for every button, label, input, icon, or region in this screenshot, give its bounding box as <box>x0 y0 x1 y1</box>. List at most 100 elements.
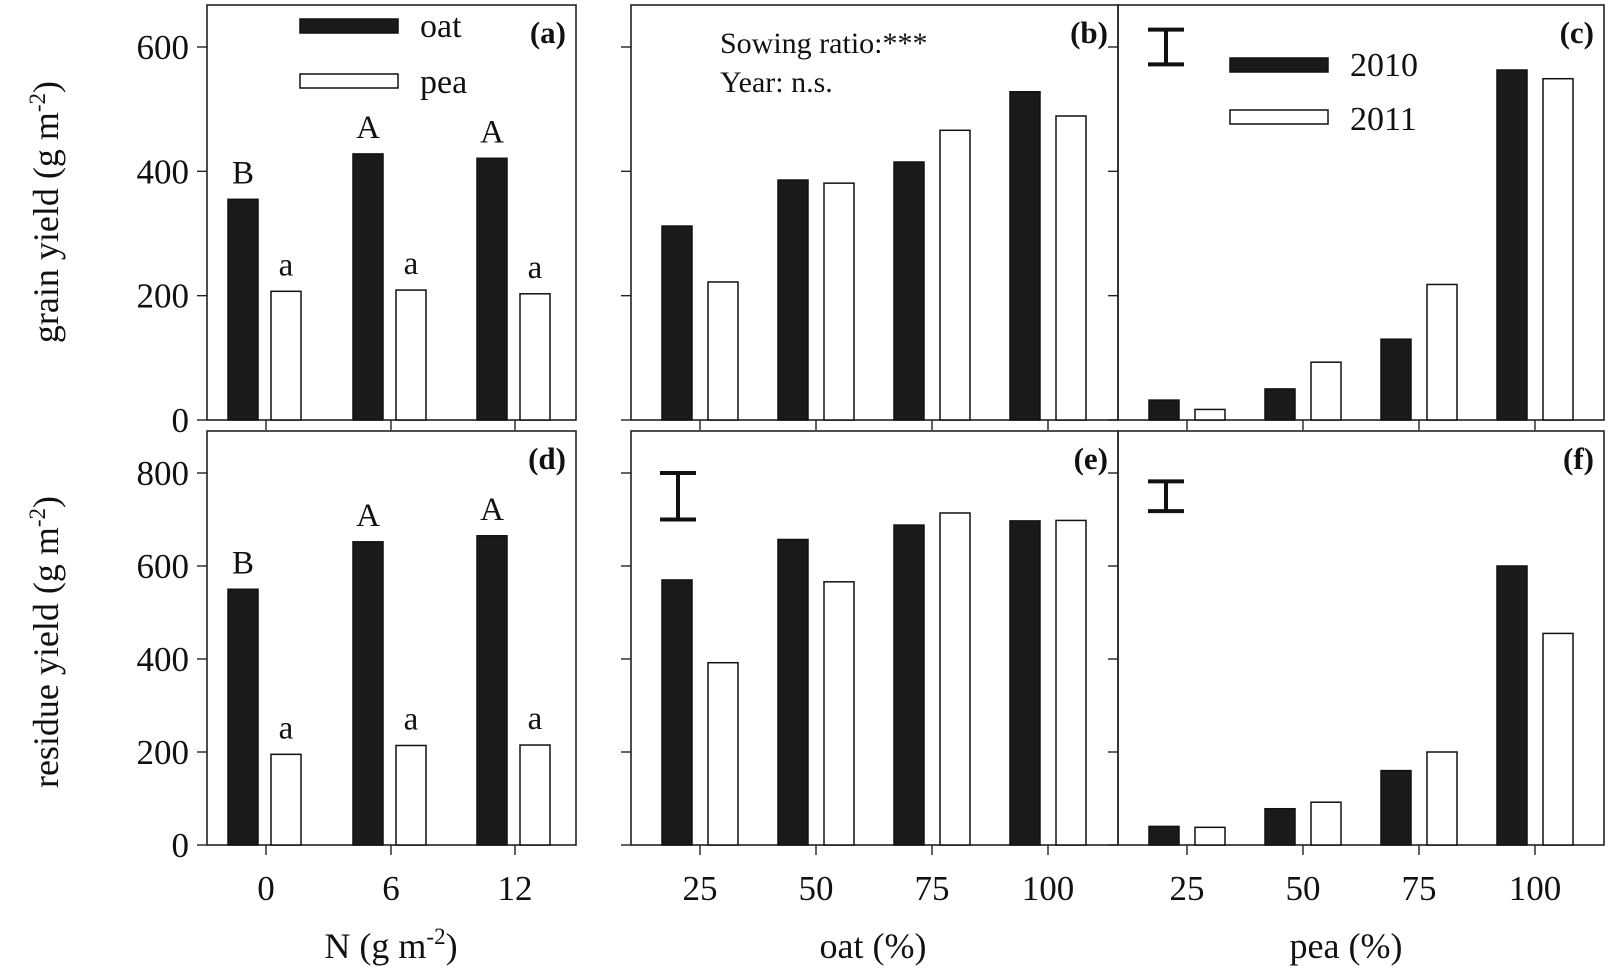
y-tick-label-a-1: 200 <box>137 277 190 316</box>
x-tick-label-f-0: 25 <box>1170 869 1205 908</box>
y-tick-label-d-4: 800 <box>137 454 190 493</box>
bar-f-2010-25 <box>1148 825 1180 846</box>
x-tick-label-e-1: 50 <box>799 869 834 908</box>
y-axis-label-grain-text: grain yield (g m <box>26 112 66 343</box>
bar-b-2011-50 <box>823 182 855 421</box>
bar-e-2010-100 <box>1009 520 1041 846</box>
panel-label-c: (c) <box>1560 15 1594 50</box>
y-tick-label-d-0: 0 <box>172 826 190 865</box>
x-tick-label-f-3: 100 <box>1509 869 1562 908</box>
sig-letter-d-pea-6: a <box>404 701 419 737</box>
bar-c-2011-25 <box>1194 408 1226 421</box>
bar-e-2010-50 <box>777 538 809 846</box>
sig-letter-a-pea-6: a <box>404 246 419 282</box>
sig-letter-a-oat-12: A <box>480 114 504 150</box>
legend-label-2010: 2010 <box>1350 47 1418 84</box>
bar-f-2011-50 <box>1310 801 1342 846</box>
y-tick-label-a-2: 400 <box>137 152 190 191</box>
plot-frame-b <box>630 4 1119 421</box>
x-axis-label-n-sup: -2 <box>426 924 445 949</box>
bar-c-2011-100 <box>1542 77 1574 421</box>
bar-b-2010-100 <box>1009 91 1041 421</box>
sig-letter-a-pea-0: a <box>279 247 294 283</box>
panel-label-b: (b) <box>1070 15 1108 50</box>
sig-letter-d-oat-12: A <box>480 492 504 528</box>
bar-d-pea-6 <box>395 744 427 846</box>
bar-b-2011-25 <box>707 281 739 421</box>
x-axis-label-pea: pea (%) <box>1290 926 1403 966</box>
sig-letter-d-pea-0: a <box>279 710 294 746</box>
panel-c: (c) <box>1108 4 1605 430</box>
panel-label-e: (e) <box>1074 441 1108 476</box>
bar-f-2011-25 <box>1194 826 1226 846</box>
y-axis-label-grain: grain yield (g m-2) <box>25 81 66 343</box>
panel-d: 0 200 400 600 800 0 Ba 6 Aa 12 Aa (d) <box>137 430 577 908</box>
legend-swatch-2010 <box>1229 57 1329 73</box>
bar-a-pea-12 <box>519 293 551 421</box>
bar-a-pea-0 <box>270 290 302 421</box>
bar-f-2010-100 <box>1496 565 1528 846</box>
y-axis-label-grain-sup: -2 <box>25 93 50 112</box>
panel-a: 0 200 400 600 Ba Aa Aa (a) <box>137 4 577 440</box>
bar-e-2010-75 <box>893 524 925 846</box>
x-tick-label-f-2: 75 <box>1402 869 1437 908</box>
sig-letter-a-oat-6: A <box>356 110 380 146</box>
x-tick-label-d-1: 6 <box>382 869 400 908</box>
bar-a-oat-12 <box>476 157 508 421</box>
sig-letter-a-pea-12: a <box>528 250 543 286</box>
y-axis-label-residue-end: ) <box>26 496 66 508</box>
x-axis-label-oat: oat (%) <box>820 926 927 966</box>
panel-label-f: (f) <box>1563 441 1594 476</box>
bar-b-2011-100 <box>1055 115 1087 421</box>
x-tick-label-f-1: 50 <box>1286 869 1321 908</box>
bar-e-2011-25 <box>707 661 739 846</box>
y-tick-label-a-3: 600 <box>137 28 190 67</box>
plot-frame-f <box>1117 430 1605 846</box>
x-tick-label-e-0: 25 <box>683 869 718 908</box>
panel-e: 25 50 75 100 (e) <box>621 430 1119 908</box>
panel-b: (b) <box>621 4 1119 430</box>
bar-c-2011-50 <box>1310 361 1342 421</box>
bar-b-2011-75 <box>939 129 971 421</box>
annotation-year: Year: n.s. <box>720 66 833 99</box>
y-tick-label-d-3: 600 <box>137 547 190 586</box>
bar-d-oat-12 <box>476 535 508 846</box>
error-bar-c <box>1148 27 1184 67</box>
bar-d-oat-0 <box>227 588 259 846</box>
bar-e-2011-100 <box>1055 519 1087 846</box>
error-bar-e <box>660 471 696 522</box>
legend-label-2011: 2011 <box>1350 101 1417 138</box>
legend-oat-pea: oat pea <box>299 8 467 101</box>
y-tick-label-d-1: 200 <box>137 733 190 772</box>
bar-e-2011-75 <box>939 512 971 846</box>
panel-f: 25 50 75 100 (f) <box>1108 430 1605 908</box>
legend-swatch-pea <box>299 73 399 89</box>
bar-a-oat-0 <box>227 198 259 421</box>
sig-letter-d-oat-0: B <box>232 545 254 581</box>
bar-c-2010-75 <box>1380 338 1412 421</box>
bar-d-pea-12 <box>519 744 551 846</box>
panel-label-d: (d) <box>528 441 566 476</box>
y-tick-label-d-2: 400 <box>137 640 190 679</box>
error-bar-f <box>1148 479 1184 514</box>
bar-e-2010-25 <box>661 579 693 846</box>
bar-a-oat-6 <box>352 153 384 421</box>
bar-c-2010-100 <box>1496 69 1528 421</box>
bar-a-pea-6 <box>395 289 427 421</box>
legend-swatch-oat <box>299 18 399 34</box>
bar-d-pea-0 <box>270 753 302 846</box>
y-axis-label-grain-end: ) <box>26 81 66 93</box>
bar-b-2010-75 <box>893 161 925 421</box>
x-axis-label-n-end: ) <box>446 926 458 966</box>
panel-label-a: (a) <box>530 15 566 50</box>
annotation-sowing-ratio: Sowing ratio:*** <box>720 27 928 60</box>
y-axis-label-residue-text: residue yield (g m <box>26 527 66 788</box>
bar-b-2010-25 <box>661 225 693 421</box>
sig-letter-d-pea-12: a <box>528 701 543 737</box>
bar-c-2010-25 <box>1148 399 1180 421</box>
bar-e-2011-50 <box>823 581 855 846</box>
x-tick-label-d-0: 0 <box>257 869 275 908</box>
bar-c-2011-75 <box>1426 283 1458 421</box>
y-tick-label-a-0: 0 <box>172 401 190 440</box>
